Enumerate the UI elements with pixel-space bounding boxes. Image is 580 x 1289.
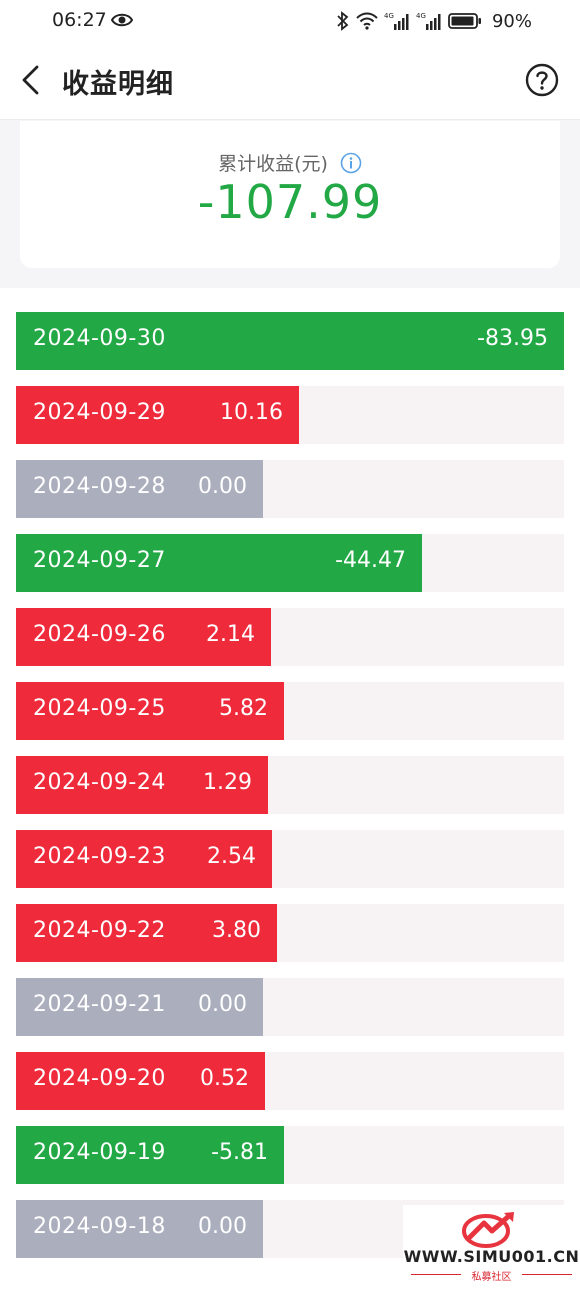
row-date: 2024-09-29 xyxy=(33,400,166,425)
battery-percent: 90% xyxy=(491,10,532,32)
watermark-url: WWW.SIMU001.CN xyxy=(403,1247,580,1266)
row-date: 2024-09-18 xyxy=(33,1214,166,1239)
income-row: 2024-09-27 -44.47 xyxy=(16,534,564,592)
row-value: 2.14 xyxy=(206,622,255,647)
row-value: -83.95 xyxy=(477,326,548,351)
income-bar xyxy=(16,904,277,962)
nav-bar: 收益明细 xyxy=(0,44,580,120)
income-bar xyxy=(16,460,263,518)
page-title: 收益明细 xyxy=(62,69,174,100)
row-value: 10.16 xyxy=(220,400,283,425)
income-bar xyxy=(16,1126,284,1184)
income-bar xyxy=(16,534,422,592)
battery-icon xyxy=(448,13,481,29)
summary-area: 累计收益(元) -107.99 xyxy=(0,121,580,288)
income-row: 2024-09-21 0.00 xyxy=(16,978,564,1036)
row-date: 2024-09-19 xyxy=(33,1140,166,1165)
back-icon[interactable] xyxy=(18,62,46,98)
row-value: 0.00 xyxy=(198,1214,247,1239)
income-row: 2024-09-23 2.54 xyxy=(16,830,564,888)
income-row: 2024-09-19 -5.81 xyxy=(16,1126,564,1184)
income-row: 2024-09-22 3.80 xyxy=(16,904,564,962)
watermark: WWW.SIMU001.CN 私募社区 xyxy=(403,1205,580,1285)
summary-card: 累计收益(元) -107.99 xyxy=(20,121,560,268)
income-row: 2024-09-29 10.16 xyxy=(16,386,564,444)
status-bar: 06:27 4G 4G xyxy=(0,0,580,44)
row-date: 2024-09-30 xyxy=(33,326,166,351)
row-value: -5.81 xyxy=(211,1140,268,1165)
income-bar xyxy=(16,312,564,370)
row-date: 2024-09-24 xyxy=(33,770,166,795)
row-date: 2024-09-22 xyxy=(33,918,166,943)
row-date: 2024-09-23 xyxy=(33,844,166,869)
bluetooth-icon xyxy=(337,11,349,31)
row-date: 2024-09-25 xyxy=(33,696,166,721)
status-icons: 4G 4G 90% xyxy=(336,9,532,33)
signal-4g-icon-2: 4G xyxy=(416,12,441,30)
income-row: 2024-09-28 0.00 xyxy=(16,460,564,518)
income-bar xyxy=(16,386,299,444)
row-value: 2.54 xyxy=(207,844,256,869)
income-row: 2024-09-24 1.29 xyxy=(16,756,564,814)
watermark-line-left xyxy=(411,1274,461,1275)
row-date: 2024-09-26 xyxy=(33,622,166,647)
income-bar xyxy=(16,978,263,1036)
svg-text:4G: 4G xyxy=(416,12,426,20)
row-value: 1.29 xyxy=(203,770,252,795)
income-row: 2024-09-30 -83.95 xyxy=(16,312,564,370)
income-row: 2024-09-20 0.52 xyxy=(16,1052,564,1110)
income-row: 2024-09-25 5.82 xyxy=(16,682,564,740)
income-row: 2024-09-26 2.14 xyxy=(16,608,564,666)
status-time: 06:27 xyxy=(52,9,107,31)
row-date: 2024-09-20 xyxy=(33,1066,166,1091)
income-bar xyxy=(16,1200,263,1258)
income-bar xyxy=(16,756,268,814)
income-bar xyxy=(16,1052,265,1110)
income-bar xyxy=(16,682,284,740)
row-date: 2024-09-21 xyxy=(33,992,166,1017)
wifi-icon xyxy=(356,12,378,30)
cumulative-income-label: 累计收益(元) xyxy=(218,153,328,175)
svg-text:4G: 4G xyxy=(384,12,394,20)
watermark-line-right xyxy=(522,1274,572,1275)
signal-4g-icon: 4G xyxy=(384,12,409,30)
cumulative-income-value: -107.99 xyxy=(197,175,383,229)
simu-logo-icon xyxy=(462,1212,514,1248)
row-value: -44.47 xyxy=(335,548,406,573)
row-value: 0.52 xyxy=(200,1066,249,1091)
eye-icon xyxy=(111,13,133,27)
income-bar xyxy=(16,608,271,666)
row-date: 2024-09-28 xyxy=(33,474,166,499)
row-value: 3.80 xyxy=(212,918,261,943)
row-value: 5.82 xyxy=(219,696,268,721)
row-value: 0.00 xyxy=(198,474,247,499)
watermark-subtitle: 私募社区 xyxy=(471,1272,512,1283)
row-date: 2024-09-27 xyxy=(33,548,166,573)
daily-income-list: 2024-09-30 -83.95 2024-09-29 10.16 2024-09-2… xyxy=(0,288,580,1289)
row-value: 0.00 xyxy=(198,992,247,1017)
summary-label-row: 累计收益(元) xyxy=(20,149,560,176)
info-icon[interactable] xyxy=(340,152,362,174)
income-bar xyxy=(16,830,272,888)
help-icon[interactable] xyxy=(525,63,559,97)
